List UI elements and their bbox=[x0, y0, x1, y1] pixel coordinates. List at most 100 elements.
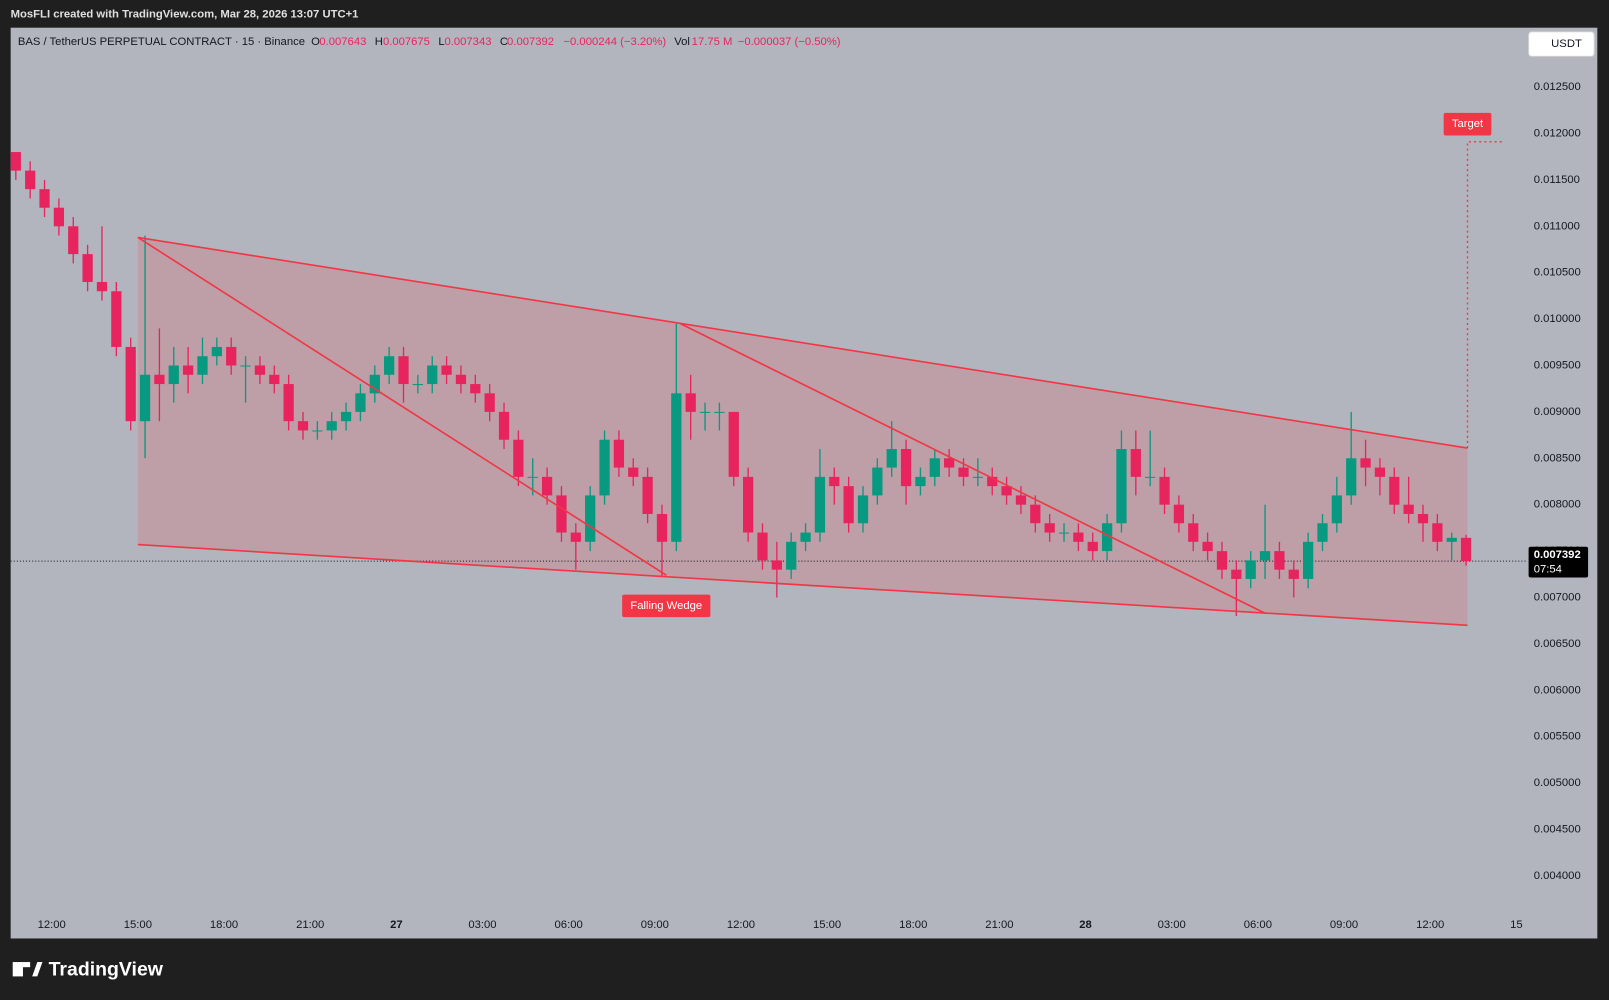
candle-body bbox=[226, 346, 237, 366]
candle-body bbox=[455, 374, 467, 385]
candle-body bbox=[1274, 551, 1285, 570]
candle-body bbox=[297, 421, 309, 431]
candle-body bbox=[1073, 532, 1084, 542]
y-tick-label: 0.011500 bbox=[1534, 174, 1580, 186]
annotation-box bbox=[1443, 112, 1492, 136]
annotation-box bbox=[622, 594, 711, 618]
candle-body bbox=[1159, 476, 1170, 505]
y-tick-label: 0.007000 bbox=[1534, 591, 1581, 603]
candle-body bbox=[929, 458, 940, 477]
candle-body bbox=[484, 393, 495, 412]
candle-body bbox=[96, 281, 108, 292]
candle-body bbox=[886, 449, 897, 468]
y-tick-label: 0.012000 bbox=[1534, 127, 1581, 139]
y-tick-label: 0.012500 bbox=[1534, 81, 1581, 93]
legend-item: 0.007643 bbox=[319, 36, 366, 48]
candle-body bbox=[427, 365, 438, 385]
legend-item: −0.000244 (−3.20%) bbox=[563, 36, 666, 48]
candle-body bbox=[1130, 449, 1141, 477]
currency-button[interactable] bbox=[1528, 31, 1595, 57]
candle-body bbox=[1145, 476, 1156, 478]
candle-body bbox=[326, 421, 337, 431]
candle-body bbox=[728, 411, 739, 477]
candle-body bbox=[585, 495, 596, 542]
candle-body bbox=[1303, 541, 1314, 579]
y-tick-label: 0.011000 bbox=[1534, 220, 1580, 232]
candle-body bbox=[1360, 458, 1371, 468]
x-tick-label: 21:00 bbox=[985, 919, 1013, 931]
x-tick-label: 06:00 bbox=[1244, 919, 1272, 931]
candle-body bbox=[743, 476, 754, 533]
candle-body bbox=[1317, 523, 1328, 542]
x-tick-label: 12:00 bbox=[38, 919, 66, 931]
candle-body bbox=[1346, 458, 1357, 496]
candle-body bbox=[786, 541, 797, 570]
y-tick-label: 0.009000 bbox=[1534, 406, 1581, 418]
candle-body bbox=[843, 486, 854, 524]
plot-background bbox=[10, 27, 1598, 939]
x-tick-label: 12:00 bbox=[1416, 919, 1444, 931]
legend-item: −0.000037 (−0.50%) bbox=[738, 36, 841, 48]
candle-body bbox=[800, 532, 811, 542]
candle-body bbox=[814, 476, 826, 533]
price-tag-value: 0.007392 bbox=[1534, 549, 1581, 561]
candle-body bbox=[384, 356, 395, 375]
candle-body bbox=[1331, 495, 1342, 524]
candle-body bbox=[857, 495, 869, 524]
candle-body bbox=[1087, 541, 1098, 552]
trend-line bbox=[680, 322, 1266, 615]
candle-body bbox=[470, 384, 481, 394]
brand: TradingView bbox=[49, 958, 164, 980]
candle-body bbox=[1030, 504, 1041, 524]
x-tick-label: 15 bbox=[1510, 919, 1523, 931]
x-tick-label: 15:00 bbox=[813, 919, 841, 931]
candle-body bbox=[671, 393, 682, 542]
candle-body bbox=[1460, 537, 1472, 562]
x-tick-label: 06:00 bbox=[555, 919, 583, 931]
candle-body bbox=[628, 467, 639, 477]
candle-body bbox=[1231, 569, 1242, 579]
legend-item: 0.007343 bbox=[445, 36, 492, 48]
legend-item: L bbox=[438, 36, 444, 48]
candle-body bbox=[872, 467, 883, 496]
candle-body bbox=[987, 476, 998, 487]
candle-body bbox=[958, 467, 969, 477]
candle-body bbox=[312, 430, 323, 432]
credit: MosFLI created with TradingView.com, Mar… bbox=[11, 8, 359, 20]
candle-body bbox=[642, 476, 653, 514]
y-tick-label: 0.010000 bbox=[1534, 313, 1581, 325]
candle-body bbox=[1374, 467, 1386, 477]
candle-body bbox=[111, 291, 122, 347]
candle-body bbox=[1259, 551, 1271, 561]
candle-body bbox=[498, 411, 510, 440]
y-tick-label: 0.009500 bbox=[1534, 359, 1581, 371]
candle-body bbox=[53, 207, 65, 227]
currency[interactable]: USDT bbox=[1551, 38, 1582, 50]
x-tick-label: 18:00 bbox=[899, 919, 927, 931]
legend-item: C bbox=[500, 36, 508, 48]
target-line bbox=[1466, 141, 1502, 449]
candle-body bbox=[82, 254, 93, 282]
price-tag-countdown: 07:54 bbox=[1534, 563, 1562, 575]
candle-body bbox=[139, 374, 151, 422]
candle-body bbox=[699, 411, 711, 413]
candle-body bbox=[369, 374, 380, 394]
candle-body bbox=[183, 365, 194, 375]
x-tick-label: 28 bbox=[1079, 919, 1092, 931]
candle-body bbox=[656, 513, 668, 542]
logo bbox=[12, 962, 43, 977]
candle-body bbox=[1245, 560, 1256, 579]
candle-body bbox=[10, 152, 21, 171]
candle-body bbox=[355, 393, 366, 412]
y-tick-label: 0.010500 bbox=[1534, 267, 1581, 279]
legend-item: 17.75 M bbox=[692, 36, 733, 48]
candle-body bbox=[1188, 523, 1199, 542]
legend-item: 0.007392 bbox=[507, 36, 554, 48]
candle-body bbox=[1432, 523, 1443, 542]
candle-body bbox=[1288, 569, 1299, 579]
candle-body bbox=[714, 411, 725, 413]
legend-item: 0.007675 bbox=[383, 36, 430, 48]
candle-body bbox=[1202, 541, 1213, 552]
candle-body bbox=[398, 356, 409, 385]
